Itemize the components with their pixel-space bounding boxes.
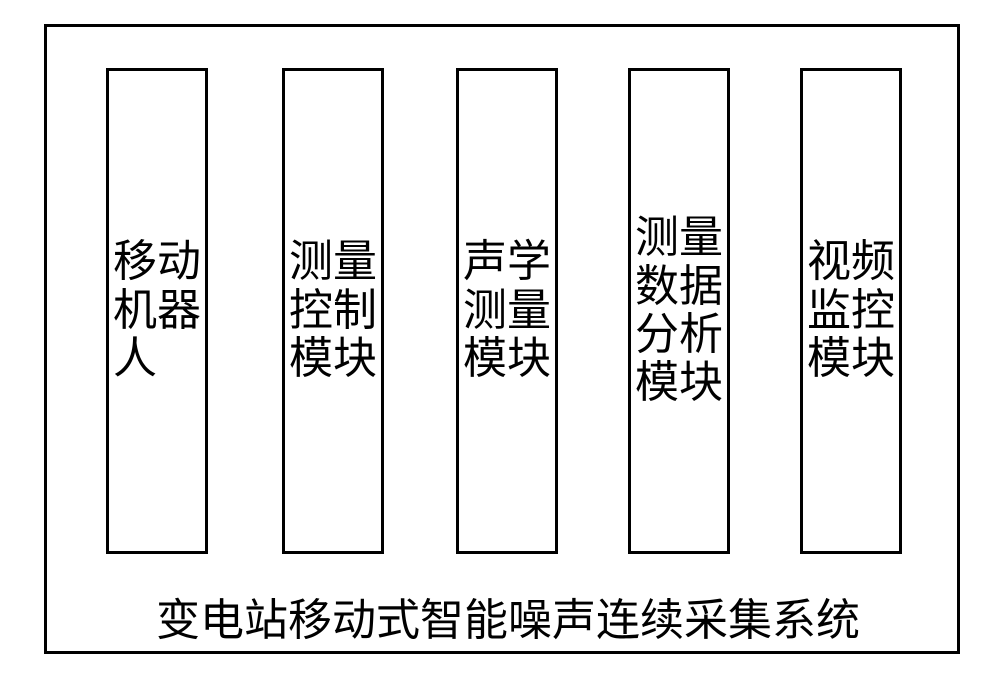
module-text-measurement-control: 测量控制模块: [289, 238, 377, 383]
diagram-caption: 变电站移动式智能噪声连续采集系统: [118, 584, 898, 648]
module-video-monitor: 视频监控模块: [800, 68, 902, 554]
module-text-mobile-robot: 移动机器人: [113, 238, 201, 383]
module-text-video-monitor: 视频监控模块: [807, 238, 895, 383]
module-text-acoustic-measurement: 声学测量模块: [463, 238, 551, 383]
module-data-analysis: 测量数据分析模块: [628, 68, 730, 554]
module-text-data-analysis: 测量数据分析模块: [635, 214, 723, 408]
module-measurement-control: 测量控制模块: [282, 68, 384, 554]
module-acoustic-measurement: 声学测量模块: [456, 68, 558, 554]
module-mobile-robot: 移动机器人: [106, 68, 208, 554]
